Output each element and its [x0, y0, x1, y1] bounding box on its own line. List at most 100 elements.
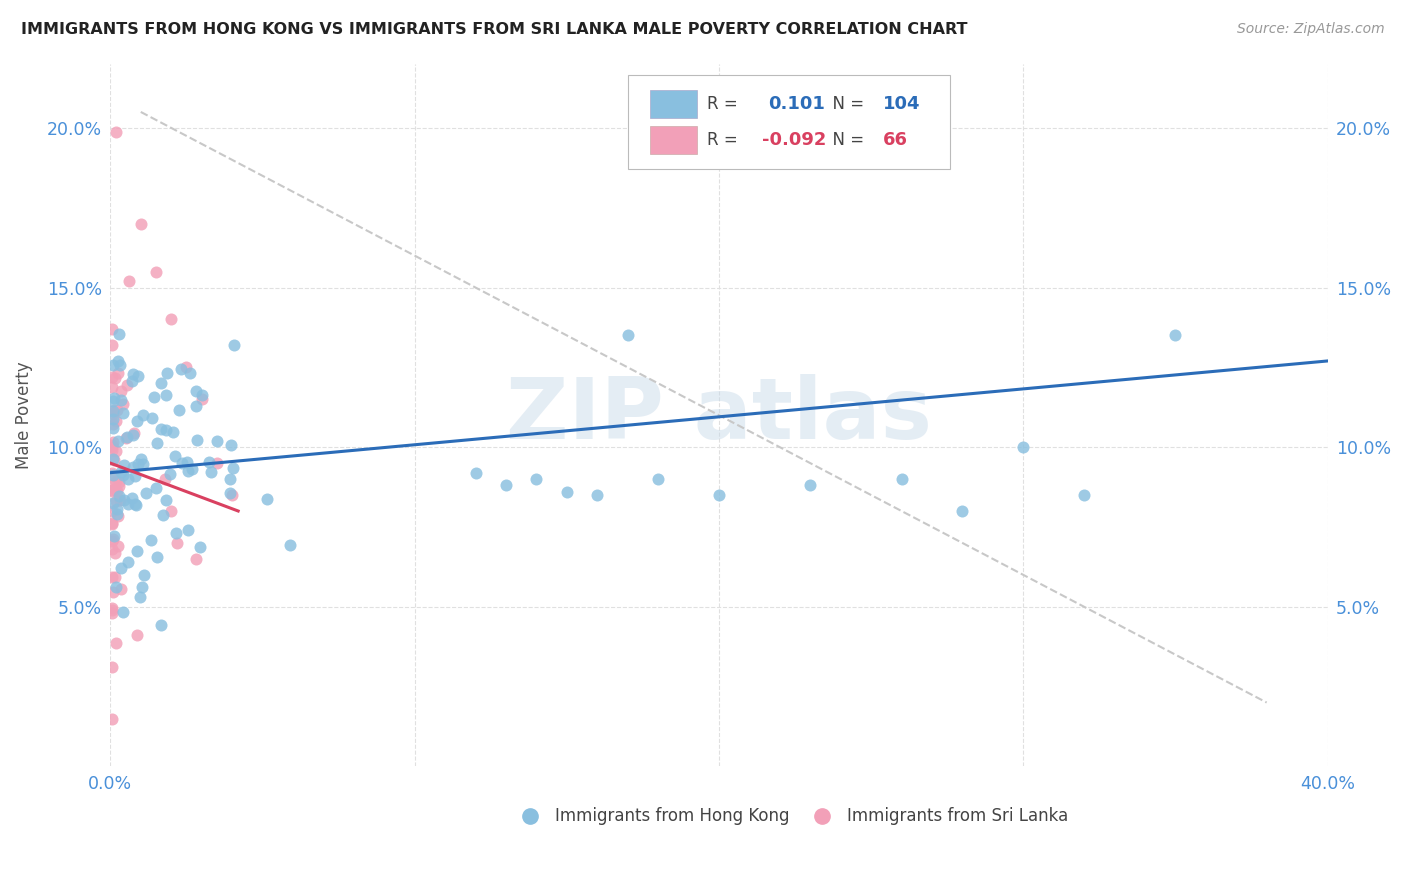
Point	[107, 479, 129, 493]
Point	[107, 367, 129, 381]
Point	[101, 534, 124, 549]
Point	[110, 392, 132, 407]
Point	[1073, 488, 1095, 502]
Point	[190, 392, 212, 407]
Point	[101, 585, 124, 599]
Point	[110, 466, 132, 480]
Point	[218, 472, 240, 486]
Point	[101, 504, 124, 518]
Point	[101, 660, 124, 674]
Point	[205, 434, 228, 449]
Point	[160, 504, 183, 518]
Point	[110, 561, 132, 575]
Point	[108, 475, 131, 490]
Point	[127, 368, 149, 383]
Point	[177, 523, 200, 537]
Point	[103, 529, 125, 543]
Point	[121, 374, 143, 388]
Point	[124, 497, 146, 511]
Point	[105, 443, 128, 458]
Point	[104, 635, 127, 649]
Point	[108, 489, 131, 503]
Point	[131, 458, 153, 472]
Point	[128, 590, 150, 604]
Point	[125, 628, 148, 642]
Point	[101, 370, 124, 384]
Point	[107, 508, 129, 523]
Point	[170, 361, 193, 376]
Point	[104, 474, 127, 488]
Point	[121, 428, 143, 442]
Point	[167, 402, 190, 417]
Text: Source: ZipAtlas.com: Source: ZipAtlas.com	[1237, 22, 1385, 37]
Point	[101, 380, 124, 394]
Point	[176, 455, 198, 469]
Point	[176, 360, 198, 375]
FancyBboxPatch shape	[650, 90, 697, 119]
Point	[105, 484, 128, 499]
Point	[155, 423, 177, 437]
Point	[104, 482, 127, 496]
Point	[152, 508, 174, 522]
Point	[108, 359, 131, 373]
Point	[184, 384, 207, 398]
Text: Immigrants from Sri Lanka: Immigrants from Sri Lanka	[846, 806, 1069, 824]
Point	[101, 322, 124, 336]
Point	[112, 605, 135, 619]
Point	[141, 411, 163, 425]
Point	[155, 387, 177, 401]
Text: R =: R =	[707, 131, 742, 149]
Point	[107, 353, 129, 368]
Point	[1012, 440, 1035, 454]
Point	[135, 485, 157, 500]
Point	[150, 376, 173, 390]
Point	[127, 544, 149, 558]
Point	[101, 516, 124, 531]
Point	[105, 493, 128, 508]
Point	[115, 431, 138, 445]
Point	[103, 412, 125, 426]
Point	[586, 488, 609, 502]
Point	[799, 478, 821, 492]
Point	[166, 536, 188, 550]
Point	[103, 453, 125, 467]
Point	[101, 338, 124, 352]
Text: N =: N =	[823, 95, 870, 113]
Point	[221, 488, 243, 502]
Point	[153, 472, 176, 486]
Point	[156, 366, 179, 380]
Point	[950, 504, 973, 518]
Point	[707, 488, 730, 502]
Point	[495, 478, 517, 492]
Point	[131, 580, 153, 594]
Point	[108, 326, 131, 341]
Point	[256, 492, 278, 507]
FancyBboxPatch shape	[627, 75, 950, 169]
Point	[117, 555, 139, 569]
Point	[134, 567, 156, 582]
Point	[103, 451, 125, 466]
Point	[1164, 328, 1187, 343]
Point	[141, 533, 163, 548]
Point	[117, 472, 139, 486]
Text: Immigrants from Hong Kong: Immigrants from Hong Kong	[554, 806, 789, 824]
Point	[160, 312, 183, 326]
Point	[101, 712, 124, 726]
Point	[101, 533, 124, 547]
Point	[111, 397, 134, 411]
Point	[165, 526, 187, 541]
Point	[101, 516, 124, 531]
Point	[177, 464, 200, 478]
Point	[101, 483, 124, 498]
Point	[155, 493, 177, 508]
Point	[224, 338, 246, 352]
Point	[222, 461, 245, 475]
Point	[103, 421, 125, 435]
Point	[101, 442, 124, 457]
Point	[142, 390, 165, 404]
Point	[117, 498, 139, 512]
Point	[218, 486, 240, 500]
Point	[101, 569, 124, 583]
Point	[186, 433, 208, 447]
Point	[162, 425, 184, 440]
